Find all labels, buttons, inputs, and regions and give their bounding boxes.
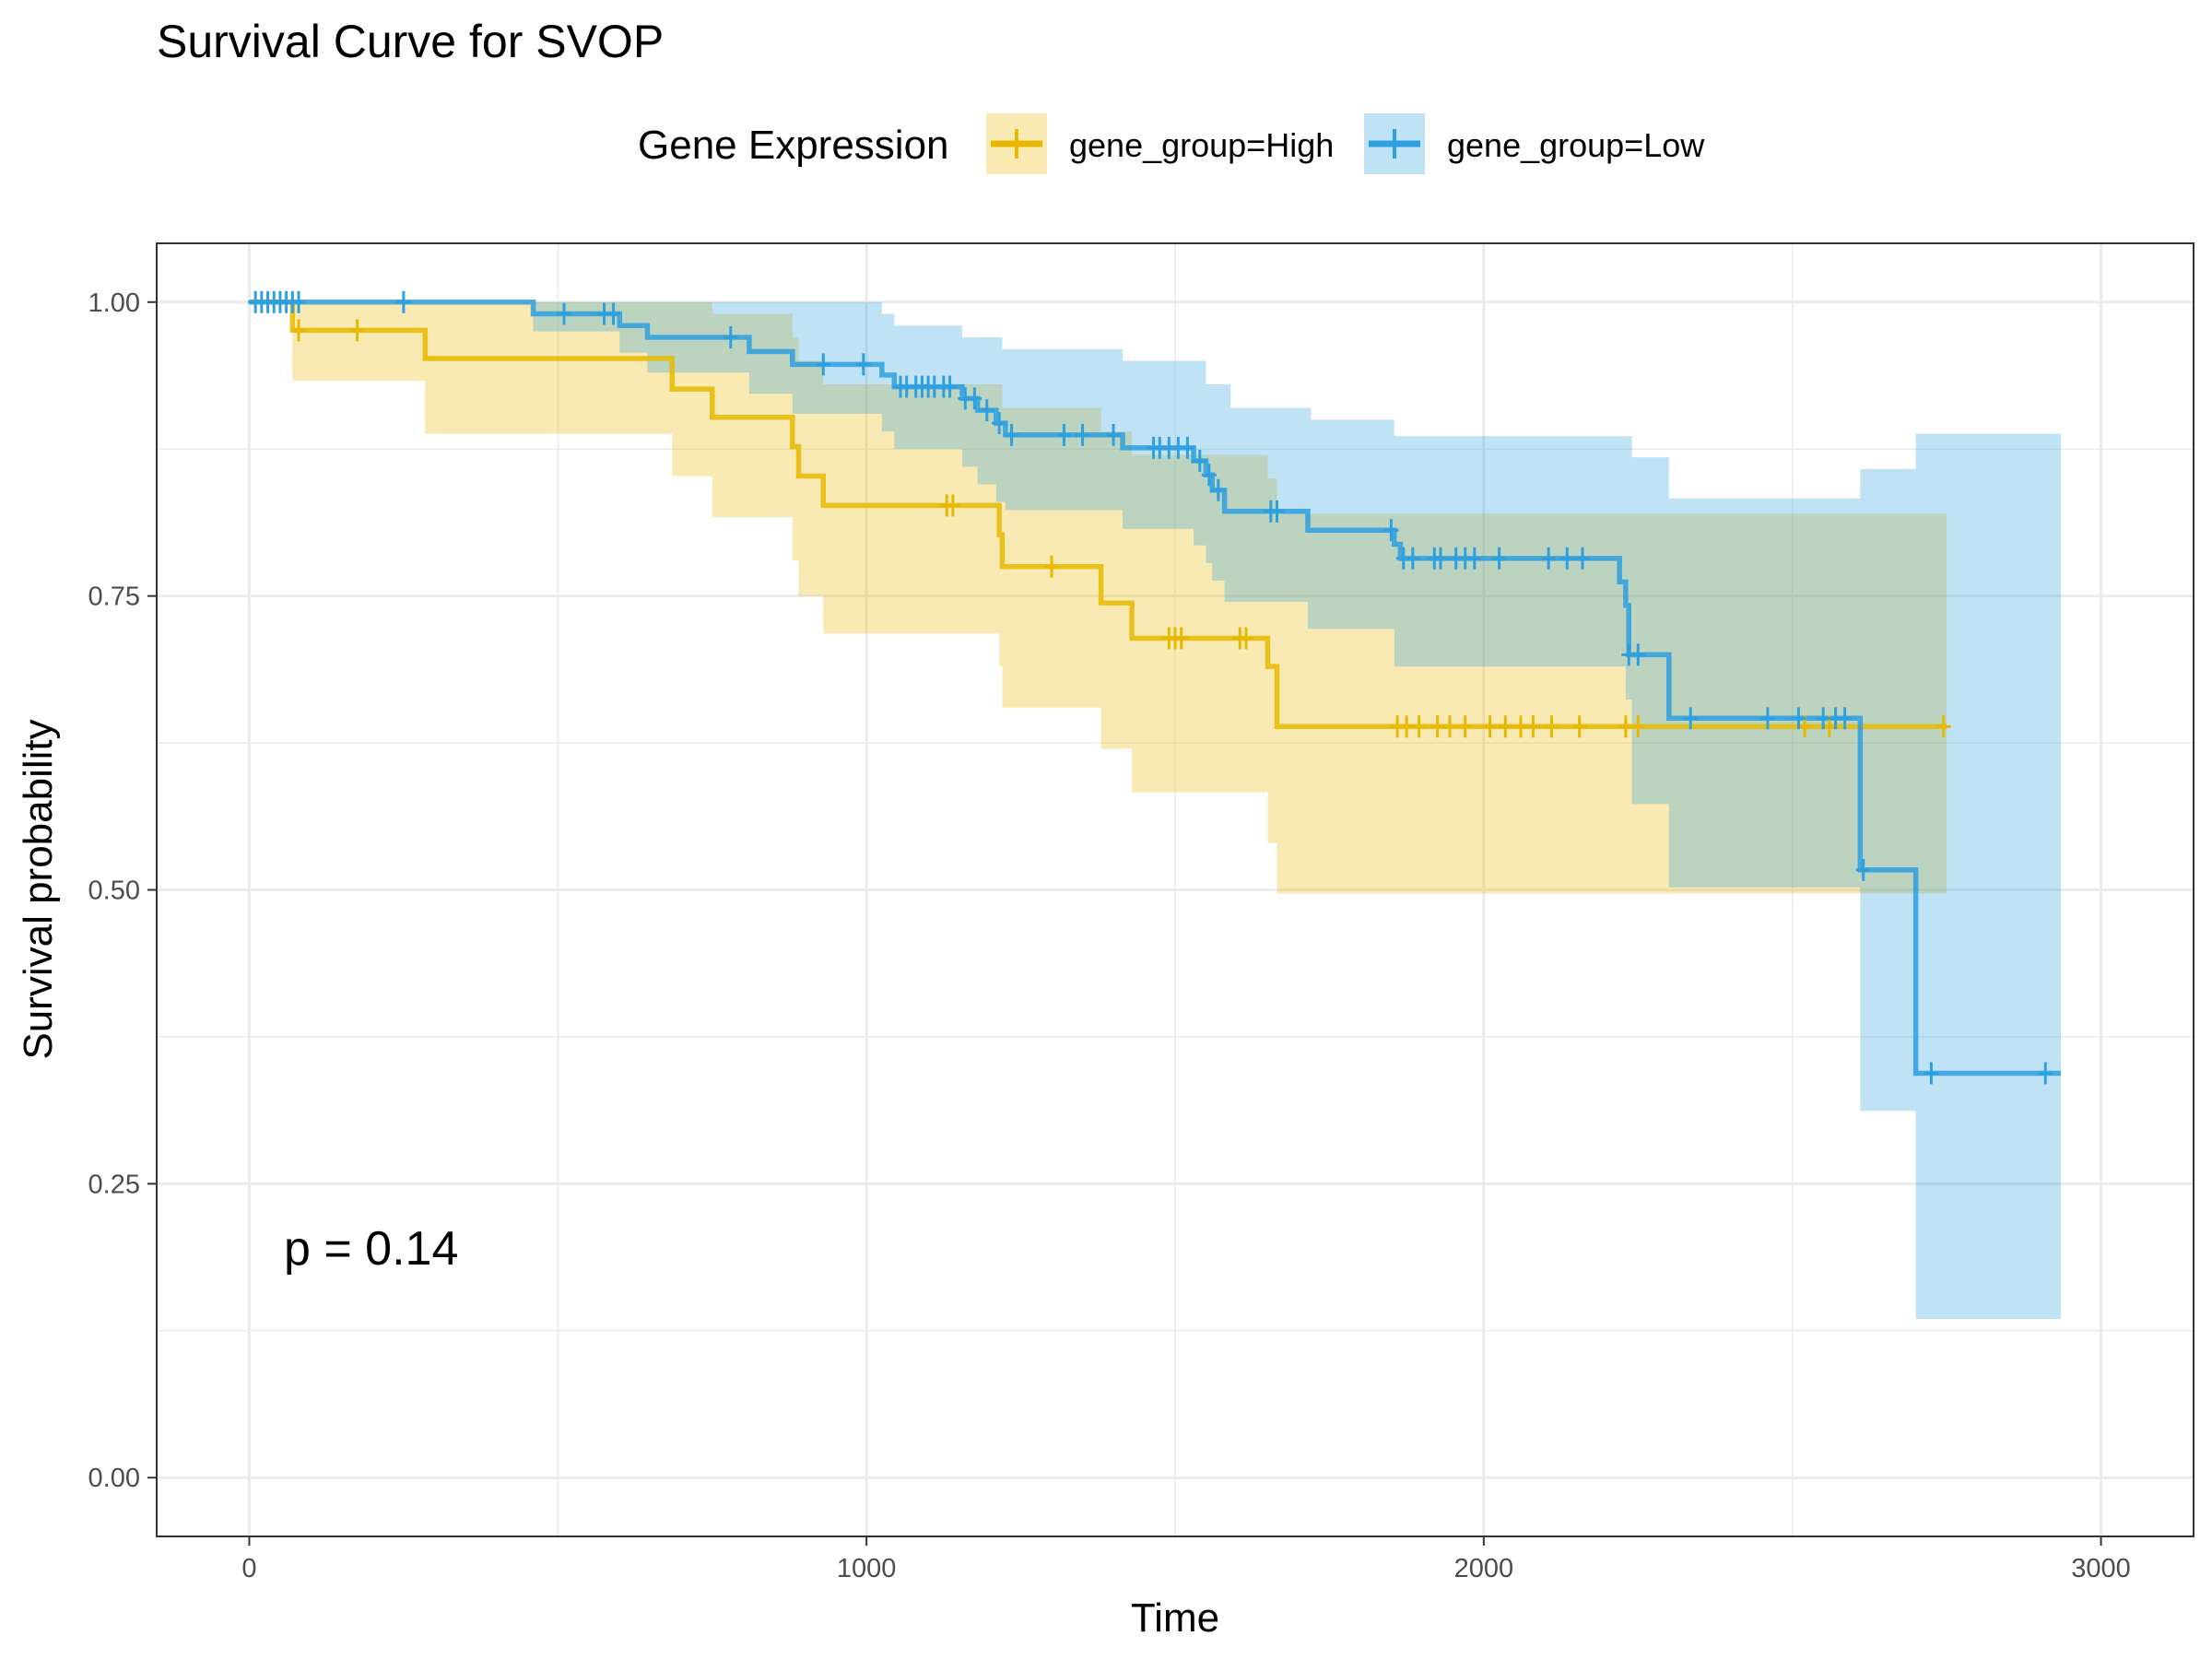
y-axis-ticks: 0.00 0.25 0.50 0.75 1.00: [88, 288, 157, 1493]
survival-curve-high[interactable]: [249, 300, 1947, 729]
x-axis-ticks: 0 1000 2000 3000: [241, 1536, 2131, 1583]
legend-item-high[interactable]: gene_group=High: [986, 113, 1334, 174]
legend-label-high: gene_group=High: [1069, 126, 1334, 164]
x-tick-label: 1000: [837, 1554, 897, 1583]
confidence-bands: [249, 301, 2062, 1320]
x-axis-title: Time: [1131, 1595, 1219, 1641]
x-tick-label: 3000: [2071, 1554, 2131, 1583]
y-tick-label: 1.00: [88, 288, 140, 318]
legend-title: Gene Expression: [638, 123, 949, 168]
confidence-band-high: [249, 301, 1947, 894]
grid: [157, 243, 2194, 1536]
legend-label-low: gene_group=Low: [1447, 126, 1705, 164]
confidence-band-low: [249, 301, 2062, 1320]
x-tick-label: 2000: [1454, 1554, 1514, 1583]
legend: Gene Expression gene_group=High gene_gro…: [638, 113, 1705, 174]
y-tick-label: 0.00: [88, 1464, 140, 1493]
x-tick-label: 0: [241, 1554, 256, 1583]
censor-marks: [248, 290, 2053, 1085]
y-tick-label: 0.50: [88, 877, 140, 906]
legend-item-low[interactable]: gene_group=Low: [1364, 113, 1705, 174]
chart-title: Survival Curve for SVOP: [157, 16, 664, 67]
y-axis-title: Survival probability: [16, 719, 61, 1059]
survival-curve-low[interactable]: [249, 300, 2062, 1077]
survival-curves: [249, 300, 2062, 1077]
y-tick-label: 0.25: [88, 1170, 140, 1199]
p-value-annotation: p = 0.14: [284, 1222, 458, 1276]
y-tick-label: 0.75: [88, 582, 140, 612]
